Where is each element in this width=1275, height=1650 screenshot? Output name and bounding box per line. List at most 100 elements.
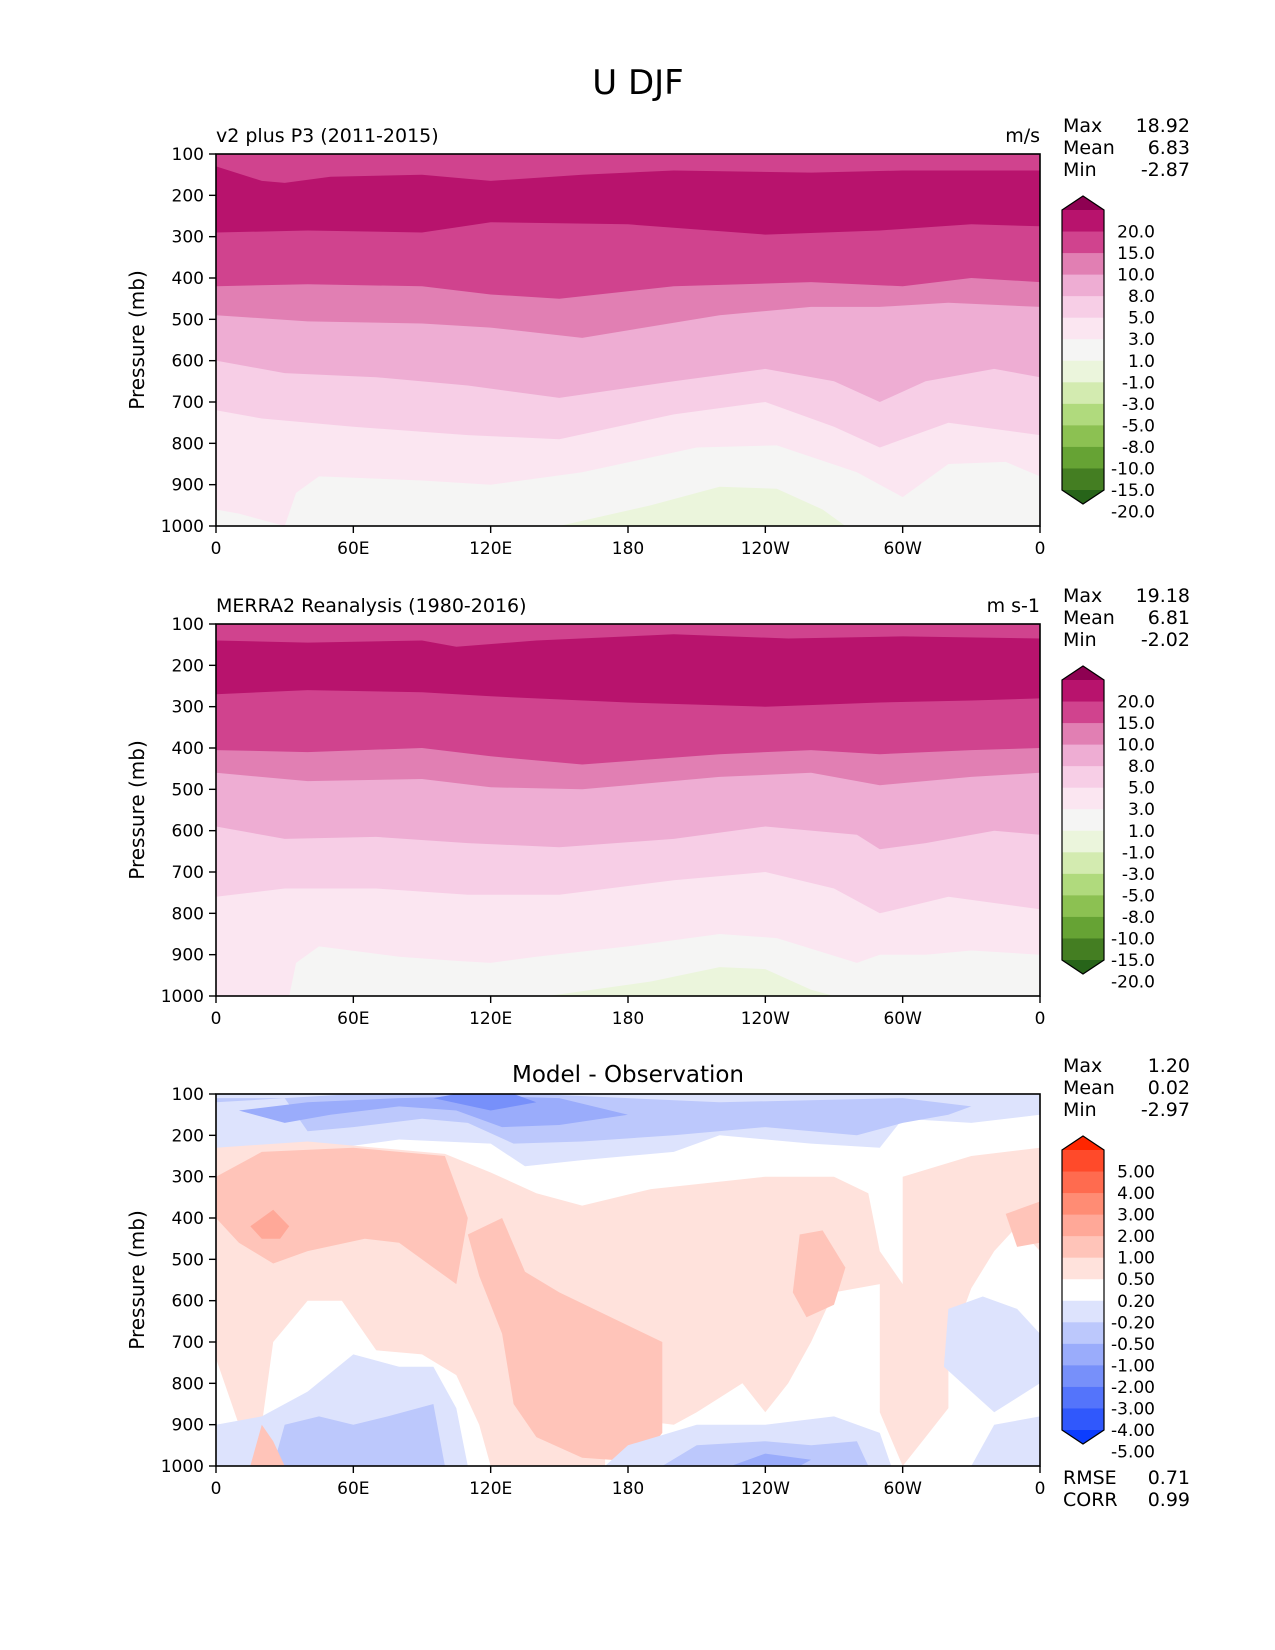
- colorbar-segment: [1062, 210, 1104, 233]
- contour-region: [433, 1094, 537, 1111]
- stat-value: 18.92: [1136, 115, 1190, 137]
- colorbar-label: 3.0: [1128, 330, 1155, 350]
- colorbar-label: -5.00: [1111, 1443, 1155, 1463]
- colorbar-segment: [1062, 382, 1104, 405]
- colorbar-segment: [1062, 766, 1104, 789]
- colorbar-label: -1.0: [1122, 843, 1155, 863]
- x-tick-label: 120W: [741, 539, 790, 559]
- x-tick-label: 180: [612, 1479, 644, 1499]
- colorbar-segment: [1062, 1171, 1104, 1194]
- x-tick-label: 120E: [469, 539, 512, 559]
- plot-area: [216, 154, 1040, 526]
- contour-band: [216, 445, 1040, 526]
- plot-area: [216, 1094, 1040, 1466]
- y-tick-label: 700: [172, 863, 204, 883]
- contour-region: [250, 1209, 290, 1239]
- colorbar-label: 5.0: [1128, 779, 1155, 799]
- y-tick-label: 500: [172, 1250, 204, 1270]
- x-tick-label: 120E: [469, 1479, 512, 1499]
- colorbar-label: 0.50: [1117, 1270, 1155, 1290]
- stat-label: Max: [1063, 115, 1102, 137]
- colorbar-segment: [1062, 938, 1104, 961]
- contour-region: [731, 1453, 812, 1466]
- y-tick-label: 900: [172, 1416, 204, 1436]
- colorbar-label: -3.00: [1111, 1399, 1155, 1419]
- colorbar-segment: [1062, 468, 1104, 491]
- plot-area: [216, 624, 1040, 996]
- colorbar-label: -2.00: [1111, 1378, 1155, 1398]
- footer-stat-value: 0.99: [1148, 1489, 1190, 1511]
- panel-diff: 100 200 300 400 500 600 700 800 900 1000 0 60E 120E 1…: [125, 1055, 1190, 1511]
- y-tick-label: 400: [172, 1209, 204, 1229]
- stat-label: Min: [1063, 1099, 1097, 1121]
- colorbar-segment: [1062, 1193, 1104, 1216]
- x-tick-label: 120W: [741, 1479, 790, 1499]
- colorbar-label: -5.0: [1122, 416, 1155, 436]
- colorbar-segment: [1062, 1300, 1104, 1323]
- figure-title: U DJF: [592, 63, 683, 103]
- colorbar-segment: [1062, 1257, 1104, 1280]
- y-tick-label: 300: [172, 698, 204, 718]
- colorbar: 20.015.010.08.05.03.01.0-1.0-3.0-5.0-8.0…: [1061, 665, 1155, 993]
- colorbar-label: -4.00: [1111, 1421, 1155, 1441]
- contour-region: [943, 1296, 1040, 1413]
- x-tick-label: 60W: [883, 1479, 922, 1499]
- contour-region: [1005, 1201, 1040, 1247]
- colorbar-label: 3.00: [1117, 1206, 1155, 1226]
- colorbar-label: 8.0: [1128, 757, 1155, 777]
- x-tick-label: 120E: [469, 1009, 512, 1029]
- colorbar-segment: [1062, 873, 1104, 896]
- y-tick-label: 200: [172, 656, 204, 676]
- y-tick-label: 300: [172, 1168, 204, 1188]
- colorbar-segment: [1062, 787, 1104, 810]
- contour-region: [971, 1416, 1040, 1466]
- colorbar-segment: [1062, 403, 1104, 426]
- colorbar-label: -3.0: [1122, 865, 1155, 885]
- colorbar-extension-bottom: [1062, 1430, 1104, 1444]
- x-tick-label: 0: [211, 1479, 222, 1499]
- panel-obs: 100 200 300 400 500 600 700 800 900 1000 0 60E 120E 1…: [125, 585, 1190, 1029]
- colorbar-segment: [1062, 744, 1104, 767]
- stat-label: Mean: [1063, 607, 1115, 629]
- y-tick-label: 300: [172, 228, 204, 248]
- colorbar-segment: [1062, 339, 1104, 362]
- y-tick-label: 1000: [161, 987, 204, 1007]
- colorbar-label: 1.0: [1128, 822, 1155, 842]
- colorbar-extension-top: [1062, 666, 1104, 680]
- y-tick-label: 600: [172, 822, 204, 842]
- colorbar-segment: [1062, 723, 1104, 746]
- colorbar-label: 15.0: [1117, 714, 1155, 734]
- colorbar-outline: [1061, 665, 1105, 975]
- y-axis-label: Pressure (mb): [125, 740, 149, 880]
- y-tick-label: 200: [172, 1126, 204, 1146]
- colorbar-segment: [1062, 809, 1104, 832]
- stat-value: 0.02: [1148, 1077, 1190, 1099]
- y-tick-label: 600: [172, 1292, 204, 1312]
- y-tick-label: 500: [172, 310, 204, 330]
- colorbar-label: 10.0: [1117, 736, 1155, 756]
- colorbar-label: -8.0: [1122, 908, 1155, 928]
- colorbar-segment: [1062, 231, 1104, 254]
- x-tick-label: 120W: [741, 1009, 790, 1029]
- stat-value: -2.02: [1141, 629, 1190, 651]
- colorbar-label: 8.0: [1128, 287, 1155, 307]
- contour-band: [216, 934, 1040, 996]
- x-tick-label: 180: [612, 539, 644, 559]
- colorbar-segment: [1062, 1279, 1104, 1302]
- colorbar: 5.004.003.002.001.000.500.20-0.20-0.50-1…: [1061, 1135, 1155, 1463]
- colorbar-segment: [1062, 1322, 1104, 1345]
- panel-model: 100 200 300 400 500 600 700 800 900 1000 0 60E 120E 1…: [125, 115, 1190, 559]
- y-tick-label: 900: [172, 946, 204, 966]
- y-tick-label: 800: [172, 434, 204, 454]
- colorbar-segment: [1062, 425, 1104, 448]
- stat-value: 6.83: [1148, 137, 1190, 159]
- y-tick-label: 800: [172, 904, 204, 924]
- colorbar-segment: [1062, 1365, 1104, 1388]
- colorbar-segment: [1062, 852, 1104, 875]
- colorbar-label: -8.0: [1122, 438, 1155, 458]
- footer-stat-label: RMSE: [1063, 1467, 1117, 1489]
- stat-value: 1.20: [1148, 1055, 1190, 1077]
- y-tick-label: 1000: [161, 517, 204, 537]
- colorbar-label: 1.0: [1128, 352, 1155, 372]
